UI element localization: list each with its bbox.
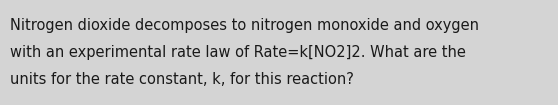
Text: with an experimental rate law of Rate=k[NO2]2. What are the: with an experimental rate law of Rate=k[… xyxy=(10,45,466,60)
Text: units for the rate constant, k, for this reaction?: units for the rate constant, k, for this… xyxy=(10,72,354,87)
Text: Nitrogen dioxide decomposes to nitrogen monoxide and oxygen: Nitrogen dioxide decomposes to nitrogen … xyxy=(10,18,479,33)
